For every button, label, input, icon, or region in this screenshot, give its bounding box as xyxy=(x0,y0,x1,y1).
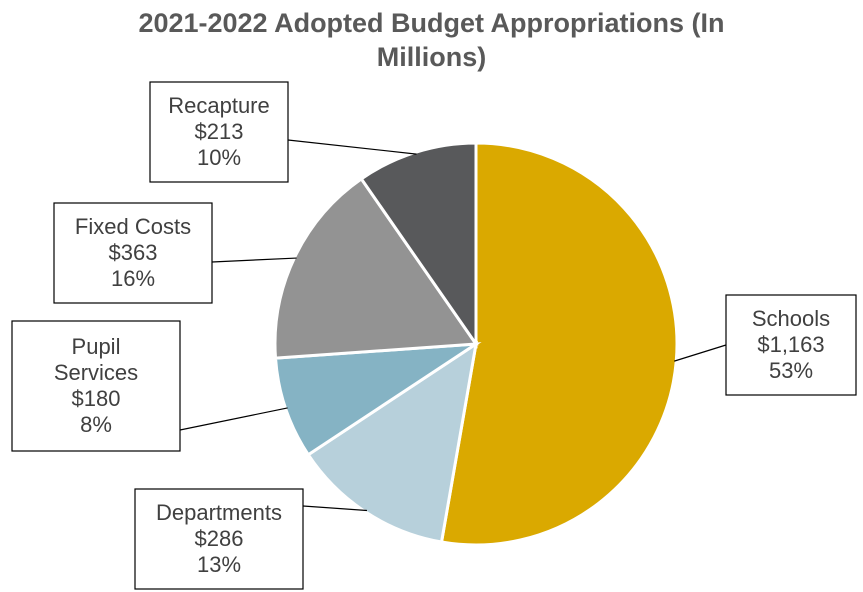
slice-label: Pupil xyxy=(72,334,121,359)
slice-label: Departments xyxy=(156,500,282,525)
slice-label: Recapture xyxy=(168,93,270,118)
callout-box xyxy=(134,488,304,590)
slice-value-label: $363 xyxy=(109,240,158,265)
slice-percent-label: 53% xyxy=(769,358,813,383)
slice-label: Schools xyxy=(752,306,830,331)
slice-label: Fixed Costs xyxy=(75,214,191,239)
pie-slice-departments xyxy=(306,340,479,544)
callout-leader-line xyxy=(287,139,417,155)
slice-percent-label: 8% xyxy=(80,412,112,437)
callout-leader-line xyxy=(302,505,368,512)
pie-slice-fixed-costs xyxy=(273,176,479,360)
callout-leader-line xyxy=(179,407,288,431)
slice-value-label: $286 xyxy=(195,526,244,551)
callout-box xyxy=(11,320,181,452)
slice-value-label: $1,163 xyxy=(757,332,824,357)
slice-percent-label: 10% xyxy=(197,145,241,170)
pie-slices xyxy=(273,141,679,547)
callout-box xyxy=(149,81,289,183)
slice-value-label: $213 xyxy=(195,119,244,144)
slice-value-label: $180 xyxy=(72,386,121,411)
pie-slice-recapture xyxy=(359,141,478,349)
chart-title-line-1: 2021-2022 Adopted Budget Appropriations … xyxy=(138,8,725,38)
callout-leader-line xyxy=(211,257,297,263)
callout-box xyxy=(725,294,857,396)
chart-title-line-2: Millions) xyxy=(376,42,487,72)
slice-label: Services xyxy=(54,360,138,385)
slice-percent-label: 13% xyxy=(197,552,241,577)
pie-slice-schools xyxy=(439,141,679,547)
callout-leader-line xyxy=(674,344,727,362)
slice-percent-label: 16% xyxy=(111,266,155,291)
callout-box xyxy=(53,202,213,304)
